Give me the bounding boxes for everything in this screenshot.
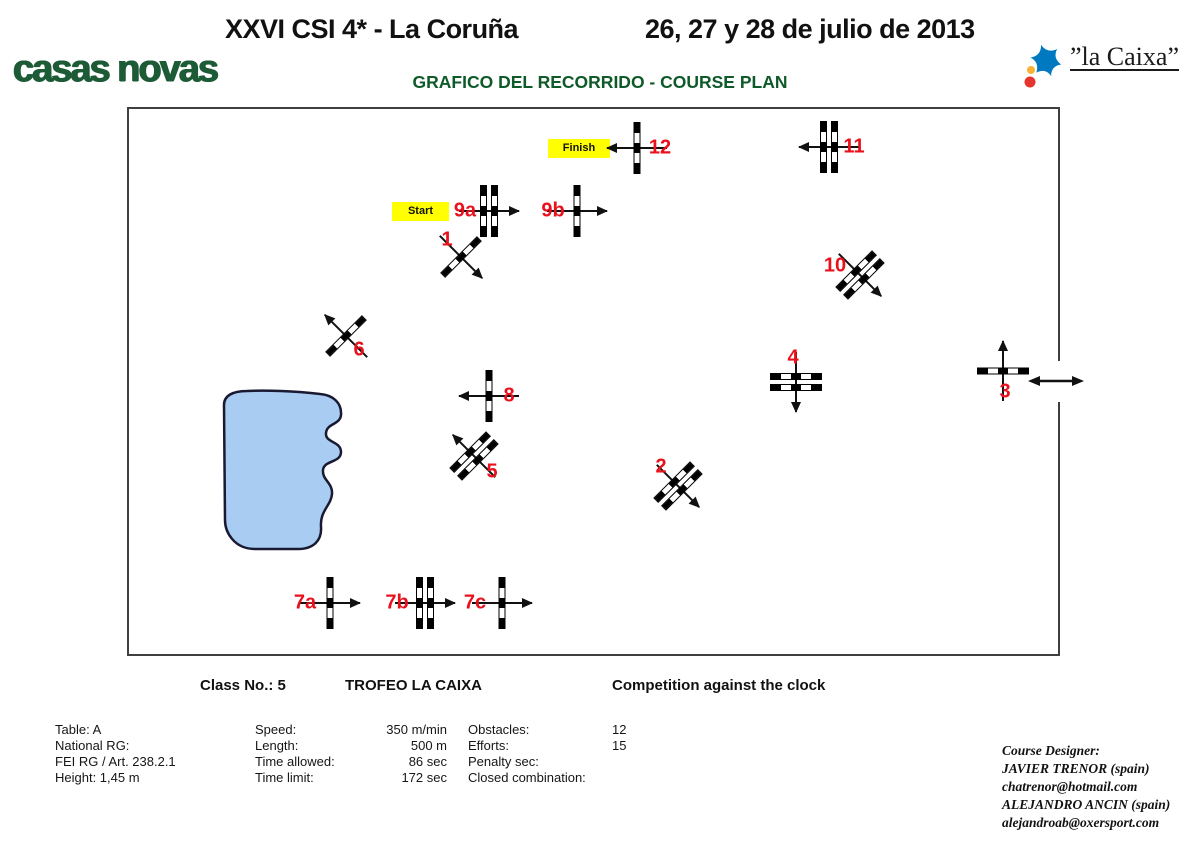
- obstacle-number: 7c: [463, 591, 487, 614]
- fence-group: [455, 369, 523, 423]
- fence-bars-icon: [820, 121, 838, 173]
- detail-label: Closed combination:: [468, 770, 586, 785]
- fence-bars-icon: [326, 577, 334, 629]
- detail-value: 15: [612, 738, 627, 753]
- fence-bars-icon: [573, 185, 581, 237]
- detail-label: Speed:: [255, 722, 297, 737]
- detail-value: 500 m: [410, 738, 447, 753]
- details-column-rules: Table: A National RG: FEI RG / Art. 238.2.…: [55, 722, 176, 786]
- direction-arrow-icon: [459, 206, 520, 216]
- detail-value: 172 sec: [401, 770, 447, 785]
- casas-novas-logo: casas novas: [13, 48, 219, 90]
- detail-line: Table: A: [55, 722, 102, 737]
- fence-group: [455, 184, 523, 238]
- detail-label: Time allowed:: [255, 754, 335, 769]
- detail-line: Efforts: 15: [468, 738, 626, 754]
- course-plan-heading: GRAFICO DEL RECORRIDO - COURSE PLAN: [412, 72, 788, 92]
- arena-boundary: [127, 107, 1060, 656]
- obstacle-number: 1: [441, 228, 453, 251]
- detail-line: Time limit: 172 sec: [255, 770, 447, 786]
- direction-arrow-icon: [791, 352, 801, 413]
- fence-bars-icon: [498, 577, 506, 629]
- direction-arrow-icon: [395, 598, 456, 608]
- fence-bars-icon: [416, 577, 434, 629]
- fence-bars-icon: [633, 122, 641, 174]
- obstacle-number: 7a: [293, 591, 317, 614]
- fence-group: [769, 348, 823, 416]
- designer-line: chatrenor@hotmail.com: [1002, 779, 1138, 794]
- fence-group: [817, 232, 903, 318]
- detail-label: Obstacles:: [468, 722, 530, 737]
- obstacle-number: 11: [843, 135, 865, 158]
- obstacle-number: 4: [787, 346, 799, 369]
- start-marker: Start: [392, 202, 449, 221]
- detail-label: Penalty sec:: [468, 754, 539, 769]
- detail-line: Length: 500 m: [255, 738, 447, 754]
- event-title: XXVI CSI 4* - La Coruña: [225, 14, 519, 44]
- obstacle-number: 3: [999, 380, 1011, 403]
- detail-value: 86 sec: [408, 754, 447, 769]
- detail-value: 12: [612, 722, 627, 737]
- designer-line: alejandroab@oxersport.com: [1002, 815, 1160, 830]
- detail-value: 350 m/min: [386, 722, 447, 737]
- direction-arrow-icon: [798, 142, 859, 152]
- direction-arrow-icon: [656, 464, 700, 508]
- fence-bars-icon: [485, 370, 493, 422]
- fence-bars-icon: [770, 373, 822, 391]
- detail-label: Length:: [255, 738, 299, 753]
- fence-group: [976, 337, 1030, 405]
- fence-bars-icon: [480, 185, 498, 237]
- obstacle-number: 6: [353, 338, 365, 361]
- fence-group: [418, 214, 504, 300]
- details-column-obstacles: Obstacles: 12 Efforts: 15 Penalty sec: Closed…: [468, 722, 626, 786]
- water-jump: [222, 389, 343, 551]
- fence-group: [391, 576, 459, 630]
- finish-marker: Finish: [548, 139, 610, 158]
- class-number: Class No.: 5: [200, 677, 286, 694]
- fence-group: [468, 576, 536, 630]
- fence-group: [431, 413, 517, 499]
- entrance-exit-arrow: [1028, 376, 1084, 386]
- detail-line: Closed combination:: [468, 770, 626, 786]
- fence-group: [603, 121, 671, 175]
- event-dates: 26, 27 y 28 de julio de 2013: [645, 14, 975, 44]
- obstacle-number: 9a: [453, 199, 477, 222]
- obstacle-number: 10: [823, 254, 847, 277]
- detail-line: National RG:: [55, 738, 130, 753]
- la-caixa-wordmark: ”la Caixa”: [1070, 42, 1179, 71]
- caixa-star-icon: [1024, 44, 1062, 88]
- designer-line: ALEJANDRO ANCIN (spain): [1002, 797, 1171, 812]
- fence-bars-icon: [977, 367, 1029, 375]
- detail-line: Obstacles: 12: [468, 722, 626, 738]
- detail-label: Time limit:: [255, 770, 314, 785]
- detail-line: Penalty sec:: [468, 754, 626, 770]
- fence-group: [795, 120, 863, 174]
- course-designer-title: Course Designer:: [1002, 743, 1100, 758]
- obstacle-number: 7b: [385, 591, 409, 614]
- competition-type: Competition against the clock: [612, 677, 826, 694]
- direction-arrow-icon: [452, 434, 496, 478]
- obstacle-number: 8: [503, 384, 515, 407]
- obstacle-number: 9b: [541, 199, 565, 222]
- fence-group: [543, 184, 611, 238]
- obstacle-number: 12: [648, 136, 672, 159]
- direction-arrow-icon: [838, 253, 882, 297]
- detail-line: Height: 1,45 m: [55, 770, 140, 785]
- fence-group: [635, 443, 721, 529]
- detail-label: Efforts:: [468, 738, 509, 753]
- obstacle-number: 2: [655, 455, 667, 478]
- designer-line: JAVIER TRENOR (spain): [1002, 761, 1150, 776]
- obstacle-number: 5: [486, 460, 498, 483]
- trophy-name: TROFEO LA CAIXA: [345, 677, 482, 694]
- fence-group: [296, 576, 364, 630]
- detail-line: Time allowed: 86 sec: [255, 754, 447, 770]
- fence-group: [303, 293, 389, 379]
- course-designer-block: Course Designer: JAVIER TRENOR (spain) ch…: [1002, 742, 1170, 832]
- detail-line: FEI RG / Art. 238.2.1: [55, 754, 176, 769]
- details-column-times: Speed: 350 m/min Length: 500 m Time allowed:…: [255, 722, 447, 786]
- course-designer-lines: JAVIER TRENOR (spain) chatrenor@hotmail.c…: [1002, 760, 1170, 832]
- la-caixa-logo: ”la Caixa”: [1022, 42, 1179, 98]
- detail-line: Speed: 350 m/min: [255, 722, 447, 738]
